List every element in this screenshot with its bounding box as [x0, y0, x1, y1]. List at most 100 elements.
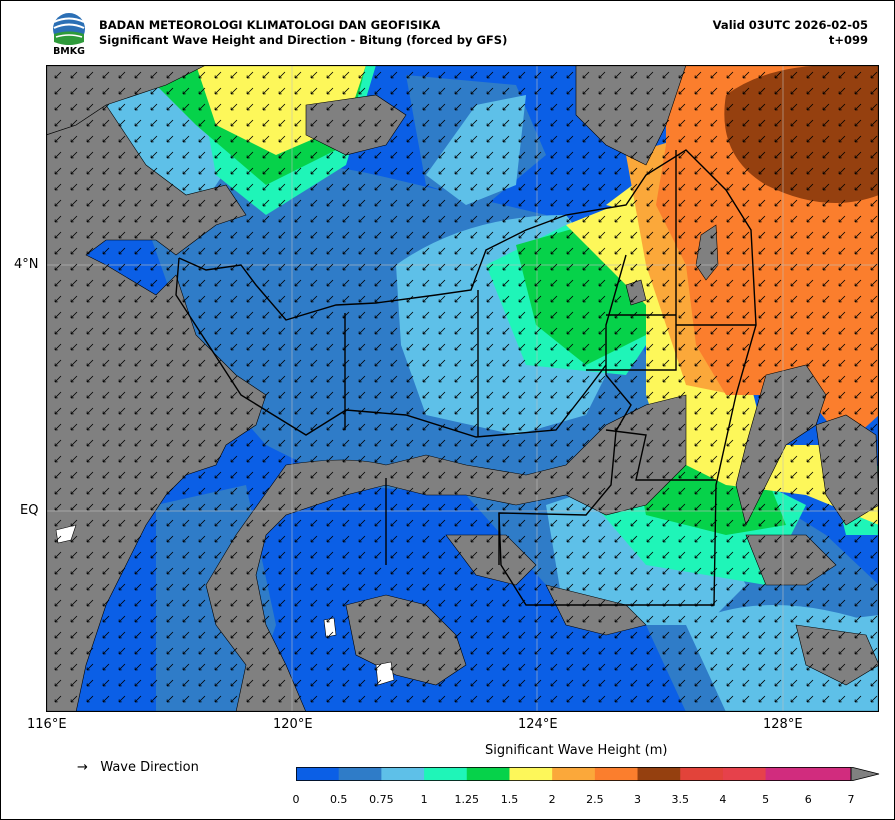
wave-arrow: [278, 295, 286, 303]
wave-arrow: [486, 87, 494, 95]
wave-arrow: [678, 695, 686, 703]
wave-arrow: [406, 183, 414, 191]
wave-arrow: [534, 231, 542, 239]
wave-arrow: [310, 199, 318, 207]
wave-arrow: [822, 183, 830, 191]
wave-arrow: [54, 71, 62, 79]
wave-arrow: [230, 487, 238, 495]
wave-arrow: [150, 231, 158, 239]
wave-arrow: [870, 247, 878, 255]
wave-arrow: [582, 471, 590, 479]
wave-arrow: [454, 583, 462, 591]
wave-arrow: [822, 135, 830, 143]
wave-arrow: [246, 407, 254, 415]
wave-arrow: [838, 311, 846, 319]
wave-arrow: [166, 247, 174, 255]
wave-arrow: [342, 519, 350, 527]
wave-arrow: [582, 103, 590, 111]
wave-arrow: [774, 487, 782, 495]
wave-arrow: [726, 487, 734, 495]
wave-arrow: [678, 215, 686, 223]
wave-arrow: [358, 583, 366, 591]
wave-arrow: [694, 359, 702, 367]
wave-arrow: [102, 679, 110, 687]
wave-arrow: [630, 551, 638, 559]
wave-arrow: [678, 407, 686, 415]
wave-arrow: [438, 679, 446, 687]
wave-arrow: [86, 199, 94, 207]
wave-arrow: [582, 135, 590, 143]
wave-arrow: [806, 151, 814, 159]
wave-arrow: [662, 199, 670, 207]
wave-arrow: [486, 471, 494, 479]
wave-arrow: [214, 471, 222, 479]
wave-arrow: [822, 487, 830, 495]
wave-arrow: [582, 151, 590, 159]
wave-arrow: [86, 215, 94, 223]
wave-arrow: [534, 439, 542, 447]
wave-arrow: [566, 87, 574, 95]
wave-arrow: [710, 359, 718, 367]
wave-arrow: [102, 391, 110, 399]
wave-arrow: [582, 535, 590, 543]
wave-arrow: [726, 135, 734, 143]
wave-arrow: [694, 135, 702, 143]
wave-arrow: [774, 247, 782, 255]
wave-arrow: [566, 519, 574, 527]
wave-arrow: [518, 151, 526, 159]
wave-arrow: [790, 375, 798, 383]
wave-arrow: [214, 439, 222, 447]
wave-arrow: [742, 263, 750, 271]
wave-arrow: [214, 183, 222, 191]
wave-arrow: [598, 71, 606, 79]
wave-arrow: [662, 615, 670, 623]
wave-arrow: [118, 583, 126, 591]
wave-arrow: [854, 663, 862, 671]
wave-arrow: [838, 359, 846, 367]
wave-arrow: [134, 631, 142, 639]
wave-arrow: [54, 679, 62, 687]
wave-arrow: [246, 647, 254, 655]
wave-arrow: [550, 119, 558, 127]
wave-arrow: [470, 183, 478, 191]
wave-arrow: [502, 679, 510, 687]
wave-arrow: [630, 279, 638, 287]
wave-arrow: [854, 167, 862, 175]
wave-arrow: [406, 471, 414, 479]
wave-arrow: [454, 343, 462, 351]
wave-arrow: [54, 247, 62, 255]
wave-arrow: [422, 407, 430, 415]
wave-arrow: [806, 263, 814, 271]
wave-arrow: [614, 471, 622, 479]
wave-arrow: [726, 119, 734, 127]
wave-arrow: [214, 423, 222, 431]
wave-arrow: [390, 327, 398, 335]
wave-arrow: [534, 295, 542, 303]
wave-arrow: [70, 247, 78, 255]
wave-arrow: [870, 695, 878, 703]
wave-arrow: [566, 631, 574, 639]
wave-arrow: [582, 263, 590, 271]
wave-arrow: [262, 71, 270, 79]
wave-arrow: [54, 343, 62, 351]
wave-arrow: [422, 631, 430, 639]
wave-arrow: [134, 103, 142, 111]
wave-arrow: [198, 583, 206, 591]
wave-arrow: [134, 535, 142, 543]
wave-arrow: [774, 567, 782, 575]
wave-arrow: [70, 183, 78, 191]
wave-arrow: [550, 615, 558, 623]
wave-arrow: [678, 535, 686, 543]
wave-arrow: [166, 583, 174, 591]
wave-arrow: [518, 695, 526, 703]
lon-label-124: 124°E: [518, 717, 558, 732]
wave-arrow: [502, 167, 510, 175]
wave-arrow: [150, 343, 158, 351]
wave-arrow: [374, 231, 382, 239]
wave-arrow: [390, 343, 398, 351]
wave-arrow: [598, 247, 606, 255]
wave-arrow: [294, 247, 302, 255]
wave-arrow: [662, 135, 670, 143]
wave-arrow: [102, 231, 110, 239]
wave-arrow: [614, 487, 622, 495]
